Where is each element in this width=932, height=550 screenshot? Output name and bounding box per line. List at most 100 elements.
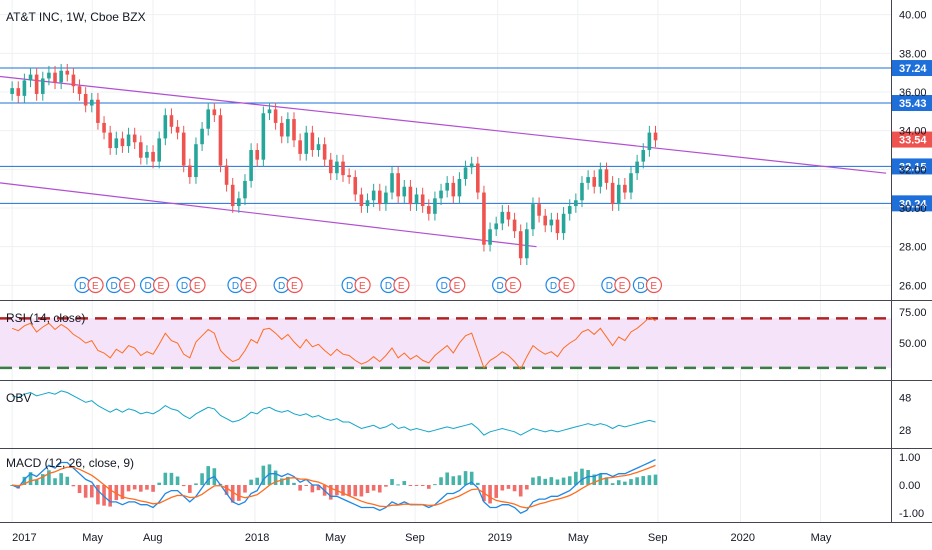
candle-body[interactable] bbox=[512, 219, 517, 232]
candle-body[interactable] bbox=[598, 169, 603, 187]
obv-pane[interactable] bbox=[11, 390, 656, 436]
candle-body[interactable] bbox=[169, 115, 174, 127]
candle-body[interactable] bbox=[420, 194, 425, 207]
candle-body[interactable] bbox=[243, 180, 247, 199]
candle-body[interactable] bbox=[224, 165, 229, 185]
candle-body[interactable] bbox=[273, 109, 278, 123]
candle-body[interactable] bbox=[365, 200, 370, 207]
candle-body[interactable] bbox=[377, 190, 382, 205]
candle-body[interactable] bbox=[120, 138, 125, 147]
earnings-icon[interactable] bbox=[614, 276, 631, 294]
earnings-icon[interactable] bbox=[119, 276, 136, 294]
candle-body[interactable] bbox=[586, 177, 590, 183]
candle-body[interactable] bbox=[402, 186, 407, 197]
candle-body[interactable] bbox=[304, 132, 309, 154]
candle-body[interactable] bbox=[83, 93, 88, 106]
candle-body[interactable] bbox=[408, 186, 413, 205]
candle-body[interactable] bbox=[34, 74, 39, 94]
candle-body[interactable] bbox=[328, 159, 333, 174]
candle-body[interactable] bbox=[77, 86, 82, 94]
candle-body[interactable] bbox=[457, 179, 462, 197]
candle-body[interactable] bbox=[592, 177, 597, 187]
candle-body[interactable] bbox=[390, 173, 394, 193]
candle-body[interactable] bbox=[310, 132, 315, 150]
earnings-icon[interactable] bbox=[354, 276, 371, 294]
candle-body[interactable] bbox=[525, 229, 529, 259]
candle-body[interactable] bbox=[267, 109, 272, 114]
macd-pane[interactable] bbox=[10, 459, 658, 514]
candle-body[interactable] bbox=[102, 122, 106, 133]
candle-body[interactable] bbox=[22, 80, 27, 96]
candle-body[interactable] bbox=[16, 88, 21, 96]
candle-body[interactable] bbox=[279, 122, 284, 137]
candle-body[interactable] bbox=[616, 184, 621, 205]
earnings-icon[interactable] bbox=[87, 276, 104, 294]
candle-body[interactable] bbox=[132, 134, 137, 143]
candle-body[interactable] bbox=[341, 161, 345, 176]
candle-body[interactable] bbox=[488, 229, 492, 245]
candle-body[interactable] bbox=[53, 72, 57, 83]
candle-body[interactable] bbox=[206, 109, 211, 129]
candle-body[interactable] bbox=[28, 74, 33, 81]
candle-body[interactable] bbox=[426, 206, 431, 214]
candle-body[interactable] bbox=[537, 204, 541, 216]
candle-body[interactable] bbox=[292, 119, 296, 141]
candle-body[interactable] bbox=[629, 173, 633, 193]
candle-body[interactable] bbox=[322, 144, 327, 160]
candle-body[interactable] bbox=[249, 150, 253, 181]
candle-body[interactable] bbox=[414, 194, 419, 205]
candle-body[interactable] bbox=[543, 215, 548, 226]
candle-body[interactable] bbox=[451, 182, 456, 197]
candle-body[interactable] bbox=[230, 184, 235, 207]
candle-body[interactable] bbox=[139, 142, 143, 158]
candle-body[interactable] bbox=[40, 78, 45, 94]
candle-body[interactable] bbox=[623, 184, 627, 193]
earnings-icon[interactable] bbox=[152, 276, 170, 294]
candle-body[interactable] bbox=[71, 74, 76, 87]
earnings-icon[interactable] bbox=[240, 276, 257, 294]
candle-body[interactable] bbox=[200, 128, 204, 145]
candle-body[interactable] bbox=[518, 231, 523, 259]
candle-body[interactable] bbox=[396, 173, 400, 197]
candle-body[interactable] bbox=[255, 150, 260, 160]
candle-body[interactable] bbox=[567, 206, 572, 214]
candle-body[interactable] bbox=[580, 182, 584, 201]
candle-body[interactable] bbox=[641, 150, 646, 162]
candle-body[interactable] bbox=[359, 194, 364, 207]
candle-body[interactable] bbox=[494, 223, 498, 230]
candle-body[interactable] bbox=[561, 213, 566, 234]
earnings-icon[interactable] bbox=[645, 276, 663, 294]
candle-body[interactable] bbox=[316, 144, 321, 150]
candle-body[interactable] bbox=[65, 70, 70, 75]
candle-body[interactable] bbox=[482, 192, 486, 245]
candle-body[interactable] bbox=[549, 219, 554, 226]
earnings-icon[interactable] bbox=[189, 276, 206, 294]
candle-body[interactable] bbox=[439, 190, 443, 199]
candle-body[interactable] bbox=[10, 88, 14, 94]
candle-body[interactable] bbox=[181, 132, 186, 166]
candle-body[interactable] bbox=[114, 138, 119, 149]
candle-body[interactable] bbox=[335, 161, 339, 174]
candle-body[interactable] bbox=[371, 190, 376, 201]
candle-body[interactable] bbox=[647, 132, 652, 150]
earnings-icon[interactable] bbox=[286, 276, 303, 294]
earnings-icon[interactable] bbox=[393, 276, 410, 294]
candle-body[interactable] bbox=[574, 200, 578, 207]
candle-body[interactable] bbox=[89, 99, 94, 106]
candle-body[interactable] bbox=[157, 138, 161, 162]
candle-body[interactable] bbox=[298, 140, 302, 154]
candle-body[interactable] bbox=[384, 192, 388, 205]
candle-body[interactable] bbox=[108, 132, 112, 149]
candle-body[interactable] bbox=[237, 198, 241, 207]
candle-body[interactable] bbox=[469, 163, 474, 168]
candle-body[interactable] bbox=[476, 163, 480, 193]
candle-body[interactable] bbox=[163, 115, 168, 139]
candle-body[interactable] bbox=[353, 177, 358, 195]
candle-body[interactable] bbox=[47, 72, 51, 79]
earnings-icon[interactable] bbox=[505, 276, 522, 294]
candle-body[interactable] bbox=[610, 182, 615, 205]
candle-body[interactable] bbox=[463, 167, 468, 179]
candle-body[interactable] bbox=[126, 134, 131, 147]
